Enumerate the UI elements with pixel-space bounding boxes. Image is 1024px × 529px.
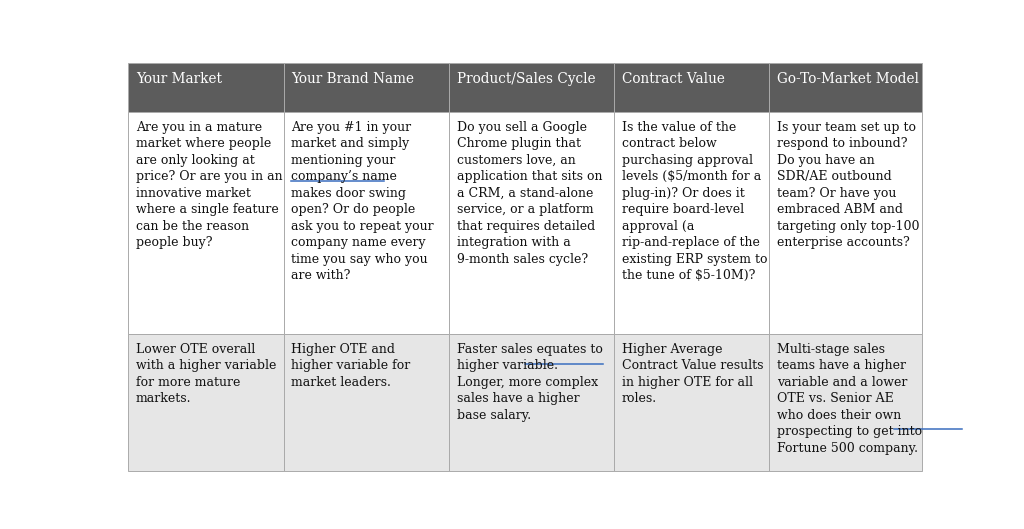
Text: Are you #1 in your
market and simply
mentioning your
company’s name
makes door s: Are you #1 in your market and simply men… [292,121,434,282]
FancyBboxPatch shape [449,334,613,471]
Text: Product/Sales Cycle: Product/Sales Cycle [457,72,595,86]
FancyBboxPatch shape [769,112,922,334]
Text: Is the value of the
contract below
purchasing approval
levels ($5/month for a
pl: Is the value of the contract below purch… [622,121,767,282]
Text: Multi-stage sales
teams have a higher
variable and a lower
OTE vs. Senior AE
who: Multi-stage sales teams have a higher va… [777,342,923,454]
FancyBboxPatch shape [128,112,284,334]
Text: Higher Average
Contract Value results
in higher OTE for all
roles.: Higher Average Contract Value results in… [622,342,763,405]
Text: Are you in a mature
market where people
are only looking at
price? Or are you in: Are you in a mature market where people … [136,121,283,249]
FancyBboxPatch shape [613,63,769,112]
FancyBboxPatch shape [284,112,449,334]
Text: Your Brand Name: Your Brand Name [292,72,415,86]
FancyBboxPatch shape [613,334,769,471]
Text: Go-To-Market Model: Go-To-Market Model [777,72,920,86]
FancyBboxPatch shape [128,334,284,471]
Text: Do you sell a Google
Chrome plugin that
customers love, an
application that sits: Do you sell a Google Chrome plugin that … [457,121,602,266]
Text: Faster sales equates to
higher variable.
Longer, more complex
sales have a highe: Faster sales equates to higher variable.… [457,342,602,422]
FancyBboxPatch shape [769,63,922,112]
Text: Is your team set up to
respond to inbound?
Do you have an
SDR/AE outbound
team? : Is your team set up to respond to inboun… [777,121,920,249]
FancyBboxPatch shape [284,63,449,112]
FancyBboxPatch shape [613,112,769,334]
FancyBboxPatch shape [449,63,613,112]
Text: Lower OTE overall
with a higher variable
for more mature
markets.: Lower OTE overall with a higher variable… [136,342,276,405]
Text: Higher OTE and
higher variable for
market leaders.: Higher OTE and higher variable for marke… [292,342,411,388]
Text: Your Market: Your Market [136,72,222,86]
FancyBboxPatch shape [769,334,922,471]
FancyBboxPatch shape [284,334,449,471]
FancyBboxPatch shape [128,63,284,112]
FancyBboxPatch shape [449,112,613,334]
Text: Contract Value: Contract Value [622,72,725,86]
